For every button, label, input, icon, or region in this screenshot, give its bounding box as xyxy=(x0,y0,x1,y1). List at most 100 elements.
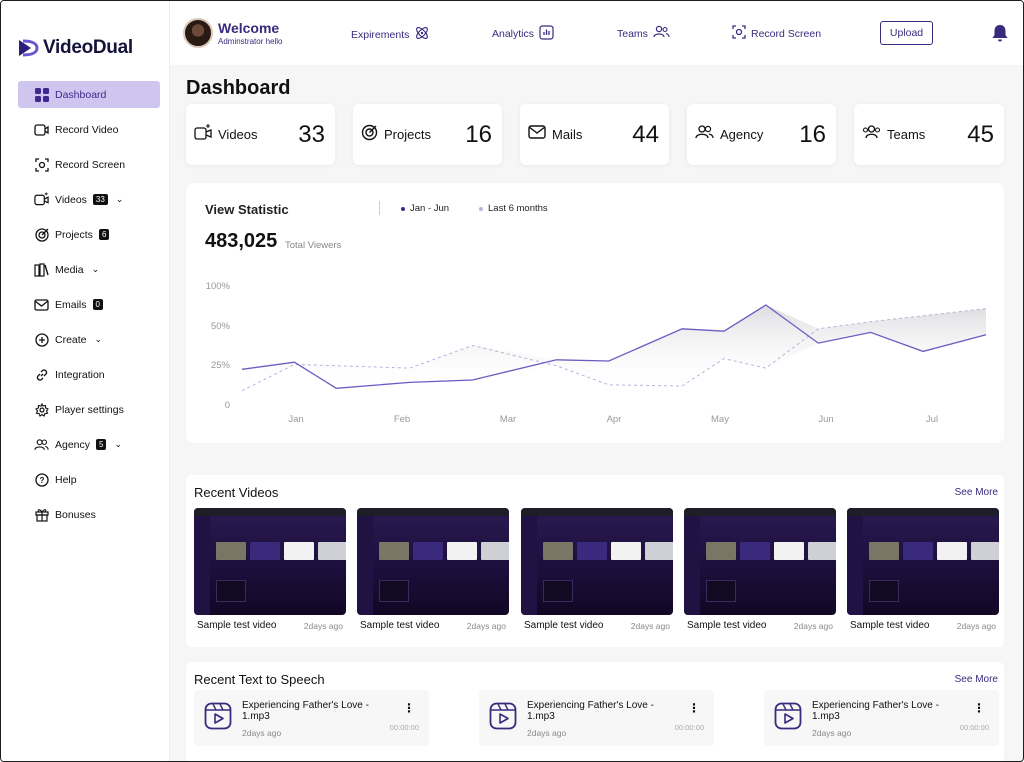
topnav-record-screen[interactable]: Record Screen xyxy=(732,25,821,42)
sidebar-item-projects[interactable]: Projects 6 xyxy=(18,221,160,248)
sidebar-item-record-video[interactable]: Record Video xyxy=(18,116,160,143)
stat-value: 44 xyxy=(632,120,659,148)
video-thumbnail[interactable] xyxy=(521,508,673,615)
upload-button[interactable]: Upload xyxy=(880,21,933,45)
view-statistic-panel: View Statistic Jan - Jun Last 6 months 4… xyxy=(186,183,1004,443)
sidebar-item-integration[interactable]: Integration xyxy=(18,361,160,388)
legend-item-jan-jun[interactable]: Jan - Jun xyxy=(401,203,449,214)
video-card[interactable]: Sample test video 2days ago xyxy=(521,508,673,631)
gift-icon xyxy=(34,507,49,522)
recent-videos-section: Recent Videos See More Sample test video… xyxy=(186,475,1004,647)
stat-card-mails[interactable]: Mails 44 xyxy=(520,104,669,165)
topnav-analytics[interactable]: Analytics xyxy=(492,25,554,43)
tts-card[interactable]: Experiencing Father's Love - 1.mp3 2days… xyxy=(479,690,714,746)
sidebar-item-label: Media xyxy=(55,263,84,276)
sidebar-item-emails[interactable]: Emails 0 xyxy=(18,291,160,318)
sidebar-item-label: Record Screen xyxy=(55,158,126,171)
stat-card-agency[interactable]: Agency 16 xyxy=(687,104,836,165)
series-line-jan-jun xyxy=(241,304,987,389)
welcome-title: Welcome xyxy=(218,20,280,36)
tts-age: 2days ago xyxy=(527,728,567,738)
record-screen-icon xyxy=(34,157,49,172)
chevron-down-icon[interactable]: ⌄ xyxy=(114,439,123,449)
sidebar-item-media[interactable]: Media ⌄ xyxy=(18,256,160,283)
avatar[interactable] xyxy=(183,18,213,48)
sidebar: VideoDual Dashboard Record Video Record … xyxy=(1,1,170,761)
video-thumbnail[interactable] xyxy=(847,508,999,615)
welcome-subtitle: Adminstrator hello xyxy=(218,37,283,46)
more-menu-icon[interactable]: ⋮ xyxy=(688,701,700,715)
sidebar-item-agency[interactable]: Agency 5 ⌄ xyxy=(18,431,160,458)
see-more-link[interactable]: See More xyxy=(954,674,998,685)
sidebar-item-record-screen[interactable]: Record Screen xyxy=(18,151,160,178)
gear-icon xyxy=(34,402,49,417)
brand-logo[interactable]: VideoDual xyxy=(17,37,133,59)
y-tick-label: 100% xyxy=(206,281,231,292)
x-tick-label: May xyxy=(711,414,729,425)
topnav-teams[interactable]: Teams xyxy=(617,25,670,42)
tts-age: 2days ago xyxy=(242,728,282,738)
legend-label: Last 6 months xyxy=(488,203,548,214)
video-card[interactable]: Sample test video 2days ago xyxy=(357,508,509,631)
stat-label: Agency xyxy=(720,127,764,142)
tts-duration: 00:00:00 xyxy=(959,723,989,732)
videodual-logo-icon xyxy=(19,39,39,57)
legend-dot xyxy=(401,206,405,211)
video-title: Sample test video xyxy=(687,620,767,631)
sidebar-item-label: Projects xyxy=(55,228,93,241)
sidebar-item-label: Help xyxy=(55,473,77,486)
video-title: Sample test video xyxy=(197,620,277,631)
sidebar-item-player-settings[interactable]: Player settings xyxy=(18,396,160,423)
video-card[interactable]: Sample test video 2days ago xyxy=(847,508,999,631)
video-thumbnail[interactable] xyxy=(357,508,509,615)
topnav-expirements[interactable]: Expirements xyxy=(351,25,430,44)
count-badge: 0 xyxy=(92,299,103,310)
chevron-down-icon[interactable]: ⌄ xyxy=(94,334,103,344)
more-menu-icon[interactable]: ⋮ xyxy=(403,701,415,715)
video-age: 2days ago xyxy=(303,620,343,631)
sidebar-item-help[interactable]: ? Help xyxy=(18,466,160,493)
sidebar-item-label: Agency xyxy=(55,438,91,451)
video-file-icon xyxy=(489,702,517,730)
topnav-label: Teams xyxy=(617,27,648,40)
brand-name: VideoDual xyxy=(43,37,133,58)
stat-card-teams[interactable]: Teams 45 xyxy=(854,104,1004,165)
legend-item-last-6-months[interactable]: Last 6 months xyxy=(479,203,548,214)
stat-value: 33 xyxy=(298,120,325,148)
stat-card-projects[interactable]: Projects 16 xyxy=(353,104,502,165)
video-card[interactable]: Sample test video 2days ago xyxy=(194,508,346,631)
video-thumbnail[interactable] xyxy=(194,508,346,615)
sidebar-item-dashboard[interactable]: Dashboard xyxy=(18,81,160,108)
top-bar: Welcome Adminstrator hello Expirements A… xyxy=(170,1,1023,65)
bell-icon[interactable] xyxy=(990,23,1010,48)
y-tick-label: 50% xyxy=(211,321,231,332)
y-tick-label: 0 xyxy=(225,400,230,411)
sidebar-item-bonuses[interactable]: Bonuses xyxy=(18,501,160,528)
tts-card[interactable]: Experiencing Father's Love - 1.mp3 2days… xyxy=(764,690,999,746)
tts-file-name: Experiencing Father's Love - 1.mp3 xyxy=(242,700,369,722)
section-title: Recent Videos xyxy=(194,485,279,500)
sidebar-item-label: Videos xyxy=(55,193,87,206)
sidebar-item-create[interactable]: Create ⌄ xyxy=(18,326,160,353)
see-more-link[interactable]: See More xyxy=(954,487,998,498)
atom-icon xyxy=(414,25,430,44)
sidebar-item-label: Dashboard xyxy=(55,88,107,101)
sidebar-item-videos[interactable]: Videos 33 ⌄ xyxy=(18,186,160,213)
sidebar-item-label: Record Video xyxy=(55,123,119,136)
x-tick-label: Jan xyxy=(288,414,303,425)
tts-duration: 00:00:00 xyxy=(389,723,419,732)
x-tick-label: Jul xyxy=(926,414,938,425)
chevron-down-icon[interactable]: ⌄ xyxy=(91,264,100,274)
divider xyxy=(379,201,380,215)
users-icon xyxy=(695,124,714,145)
tts-card[interactable]: Experiencing Father's Love - 1.mp3 2days… xyxy=(194,690,429,746)
chevron-down-icon[interactable]: ⌄ xyxy=(115,194,124,204)
target-icon xyxy=(361,124,378,146)
topnav-label: Record Screen xyxy=(751,27,822,40)
more-menu-icon[interactable]: ⋮ xyxy=(973,701,985,715)
recent-tts-section: Recent Text to Speech See More Experienc… xyxy=(186,662,1004,761)
stat-card-videos[interactable]: Videos 33 xyxy=(186,104,335,165)
video-card[interactable]: Sample test video 2days ago xyxy=(684,508,836,631)
video-thumbnail[interactable] xyxy=(684,508,836,615)
